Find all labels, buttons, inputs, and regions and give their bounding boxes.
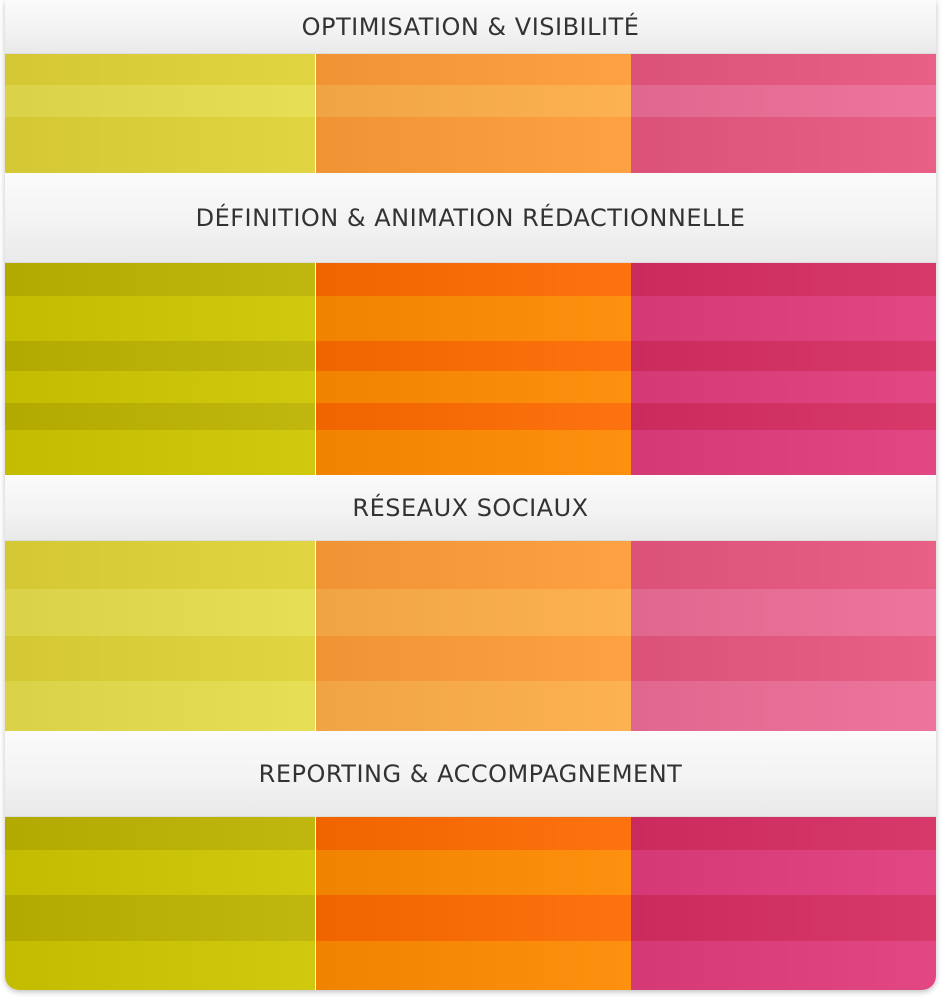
- section-header-reseaux: RÉSEAUX SOCIAUX: [5, 475, 936, 541]
- column-stripe: [316, 636, 631, 681]
- column-stripe: [631, 85, 936, 117]
- column-stripe: [316, 895, 631, 941]
- column-stripe: [631, 117, 936, 173]
- column-green[interactable]: [5, 263, 315, 475]
- column-orange[interactable]: [316, 263, 631, 475]
- section-columns-definition: [5, 263, 936, 475]
- column-stripe: [5, 263, 315, 296]
- column-stripe: [316, 371, 631, 403]
- column-green[interactable]: [5, 817, 315, 990]
- column-stripe: [316, 296, 631, 341]
- column-stripe: [5, 403, 315, 430]
- section-header-optimisation: OPTIMISATION & VISIBILITÉ: [5, 0, 936, 54]
- column-stripe: [5, 341, 315, 371]
- column-stripe: [5, 296, 315, 341]
- column-stripe: [631, 341, 936, 371]
- column-stripe: [5, 430, 315, 475]
- column-stripe: [316, 263, 631, 296]
- column-stripe: [316, 817, 631, 850]
- column-stripe: [316, 403, 631, 430]
- column-pink[interactable]: [631, 263, 936, 475]
- column-stripe: [5, 895, 315, 941]
- column-stripe: [5, 941, 315, 990]
- column-stripe: [5, 117, 315, 173]
- column-stripe: [631, 430, 936, 475]
- column-stripe: [631, 296, 936, 341]
- column-stripe: [5, 371, 315, 403]
- column-stripe: [631, 636, 936, 681]
- column-stripe: [316, 117, 631, 173]
- column-stripe: [631, 371, 936, 403]
- column-stripe: [316, 85, 631, 117]
- column-pink[interactable]: [631, 541, 936, 731]
- column-pink[interactable]: [631, 817, 936, 990]
- column-orange[interactable]: [316, 817, 631, 990]
- section-columns-reporting: [5, 817, 936, 990]
- section-columns-optimisation: [5, 54, 936, 173]
- column-green[interactable]: [5, 54, 315, 173]
- column-pink[interactable]: [631, 54, 936, 173]
- column-stripe: [316, 341, 631, 371]
- column-stripe: [5, 54, 315, 85]
- column-stripe: [631, 403, 936, 430]
- section-title: REPORTING & ACCOMPAGNEMENT: [258, 760, 683, 788]
- column-stripe: [631, 895, 936, 941]
- section-header-definition: DÉFINITION & ANIMATION RÉDACTIONNELLE: [5, 173, 936, 263]
- column-stripe: [316, 850, 631, 895]
- column-stripe: [316, 54, 631, 85]
- services-table: OPTIMISATION & VISIBILITÉ DÉFINITION & A…: [5, 0, 936, 990]
- column-orange[interactable]: [316, 541, 631, 731]
- column-stripe: [631, 263, 936, 296]
- column-green[interactable]: [5, 541, 315, 731]
- section-header-reporting: REPORTING & ACCOMPAGNEMENT: [5, 731, 936, 817]
- column-stripe: [5, 85, 315, 117]
- section-columns-reseaux: [5, 541, 936, 731]
- column-stripe: [631, 681, 936, 731]
- column-stripe: [5, 850, 315, 895]
- column-orange[interactable]: [316, 54, 631, 173]
- section-title: OPTIMISATION & VISIBILITÉ: [301, 13, 640, 41]
- column-stripe: [5, 589, 315, 636]
- column-stripe: [631, 817, 936, 850]
- column-stripe: [631, 589, 936, 636]
- column-stripe: [5, 681, 315, 731]
- column-stripe: [631, 941, 936, 990]
- column-stripe: [5, 636, 315, 681]
- column-stripe: [5, 817, 315, 850]
- column-stripe: [316, 589, 631, 636]
- section-title: RÉSEAUX SOCIAUX: [352, 494, 589, 522]
- column-stripe: [316, 541, 631, 589]
- column-stripe: [631, 850, 936, 895]
- column-stripe: [316, 681, 631, 731]
- column-stripe: [631, 541, 936, 589]
- column-stripe: [316, 430, 631, 475]
- column-stripe: [631, 54, 936, 85]
- column-stripe: [5, 541, 315, 589]
- section-title: DÉFINITION & ANIMATION RÉDACTIONNELLE: [195, 204, 746, 232]
- column-stripe: [316, 941, 631, 990]
